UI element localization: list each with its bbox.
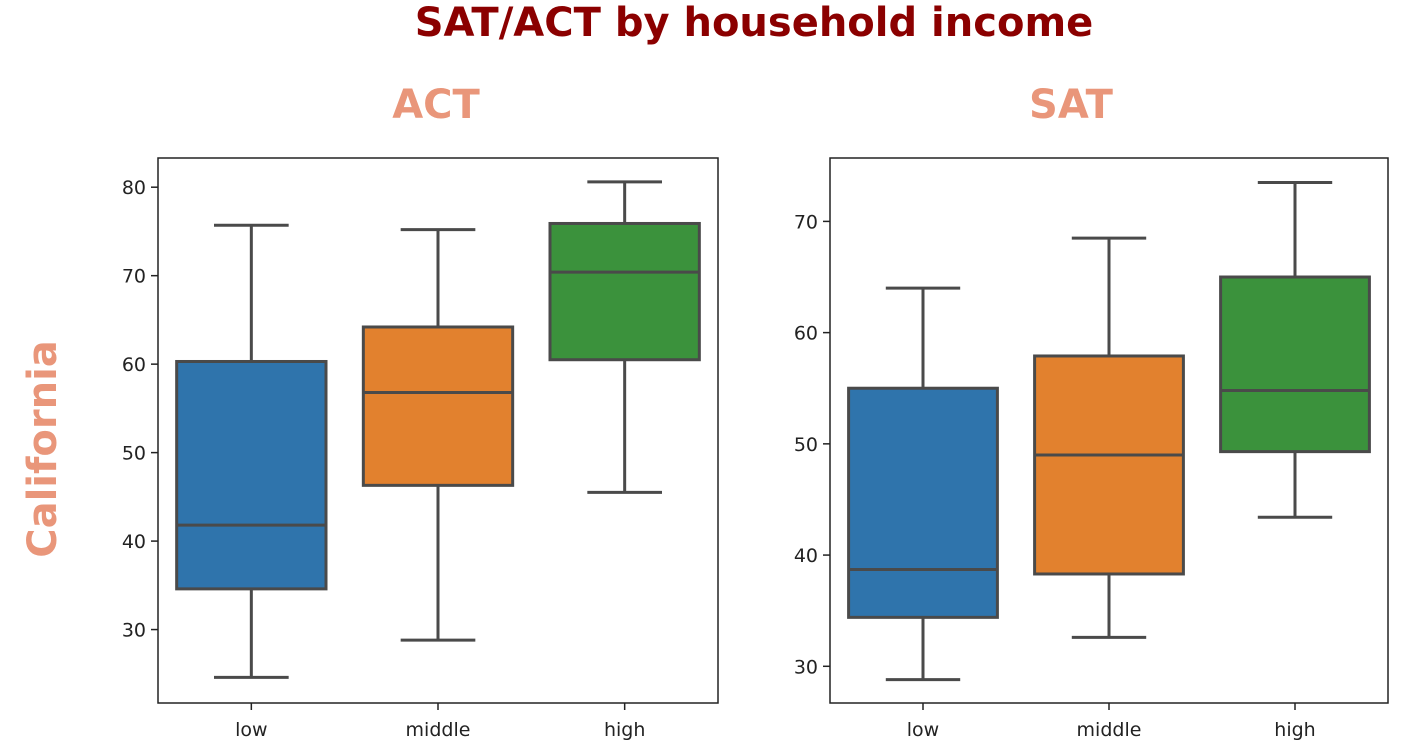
sat-ytick-label: 60 bbox=[794, 323, 818, 345]
act-ytick-label: 70 bbox=[122, 266, 146, 288]
sat-ytick-label: 40 bbox=[794, 545, 818, 567]
sat-box-high bbox=[1219, 275, 1371, 454]
act-ytick-label: 50 bbox=[122, 443, 146, 465]
act-ytick-label: 30 bbox=[122, 620, 146, 642]
act-ytick-label: 60 bbox=[122, 354, 146, 376]
act-box-low bbox=[175, 359, 328, 591]
act-axes-frame bbox=[157, 157, 719, 704]
figure-title: SAT/ACT by household income bbox=[415, 0, 1094, 46]
act-plot-area: 30 40 50 60 70 80 low middle high bbox=[122, 157, 719, 741]
row-label: California bbox=[20, 340, 66, 558]
sat-panel: SAT 30 40 50 60 70 low middle high bbox=[794, 82, 1389, 741]
sat-ytick-label: 70 bbox=[794, 211, 818, 233]
sat-xtick-label: high bbox=[1274, 719, 1315, 741]
act-ytick-label: 40 bbox=[122, 531, 146, 553]
sat-xtick-label: middle bbox=[1077, 719, 1142, 741]
act-box-middle bbox=[361, 325, 515, 487]
act-xtick-label: high bbox=[604, 719, 645, 741]
sat-panel-title: SAT bbox=[1029, 82, 1114, 128]
act-xtick-label: middle bbox=[406, 719, 471, 741]
sat-plot-area: 30 40 50 60 70 low middle high bbox=[794, 157, 1389, 741]
sat-axes-frame bbox=[829, 157, 1389, 704]
sat-ytick-label: 30 bbox=[794, 656, 818, 678]
sat-box-low bbox=[847, 386, 999, 619]
sat-box-middle bbox=[1033, 354, 1185, 576]
sat-ytick-label: 50 bbox=[794, 434, 818, 456]
sat-xtick-label: low bbox=[907, 719, 939, 741]
act-panel-title: ACT bbox=[392, 82, 480, 128]
act-xtick-label: low bbox=[235, 719, 267, 741]
act-panel: ACT 30 40 50 60 70 80 low middle high bbox=[122, 82, 719, 741]
act-ytick-label: 80 bbox=[122, 177, 146, 199]
act-box-high bbox=[548, 221, 701, 362]
